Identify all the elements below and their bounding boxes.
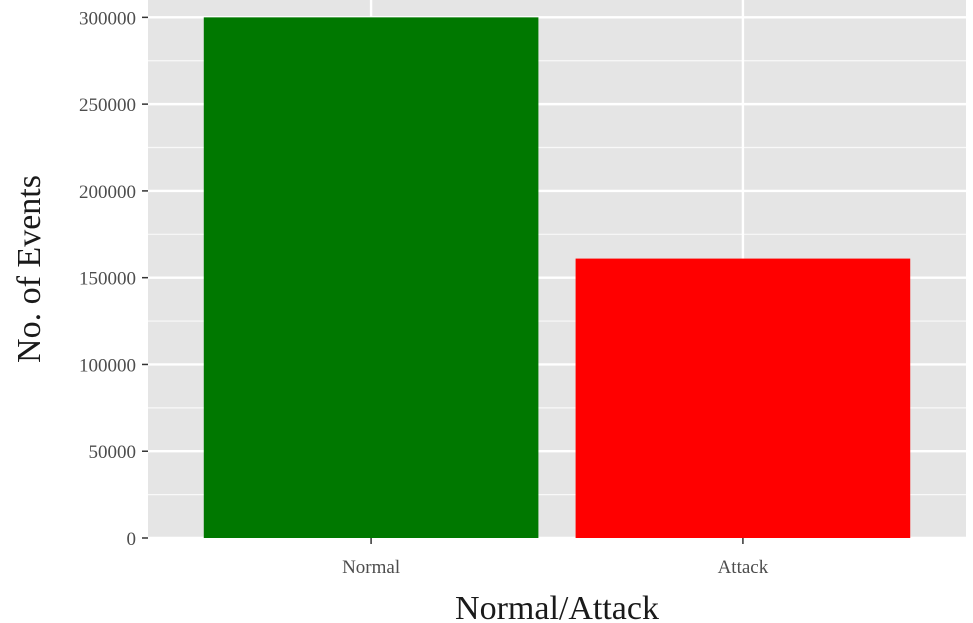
x-tick-label: Normal [342,557,400,578]
y-tick-label: 300000 [79,8,136,29]
x-axis-title: Normal/Attack [455,590,659,623]
y-tick-label: 100000 [79,355,136,376]
y-tick-label: 150000 [79,269,136,290]
bars [203,17,911,538]
y-tick-label: 250000 [79,95,136,116]
bar-normal [203,17,539,538]
y-axis-ticks: 0 50000 100000 150000 200000 250000 300000 [79,8,148,550]
bar-attack [575,258,911,538]
y-axis-title: No. of Events [11,175,48,363]
y-tick-label: 50000 [89,442,137,463]
y-tick-label: 0 [127,529,137,550]
y-tick-label: 200000 [79,182,136,203]
x-tick-label: Attack [718,557,769,578]
x-axis-ticks: Normal Attack [342,538,769,578]
